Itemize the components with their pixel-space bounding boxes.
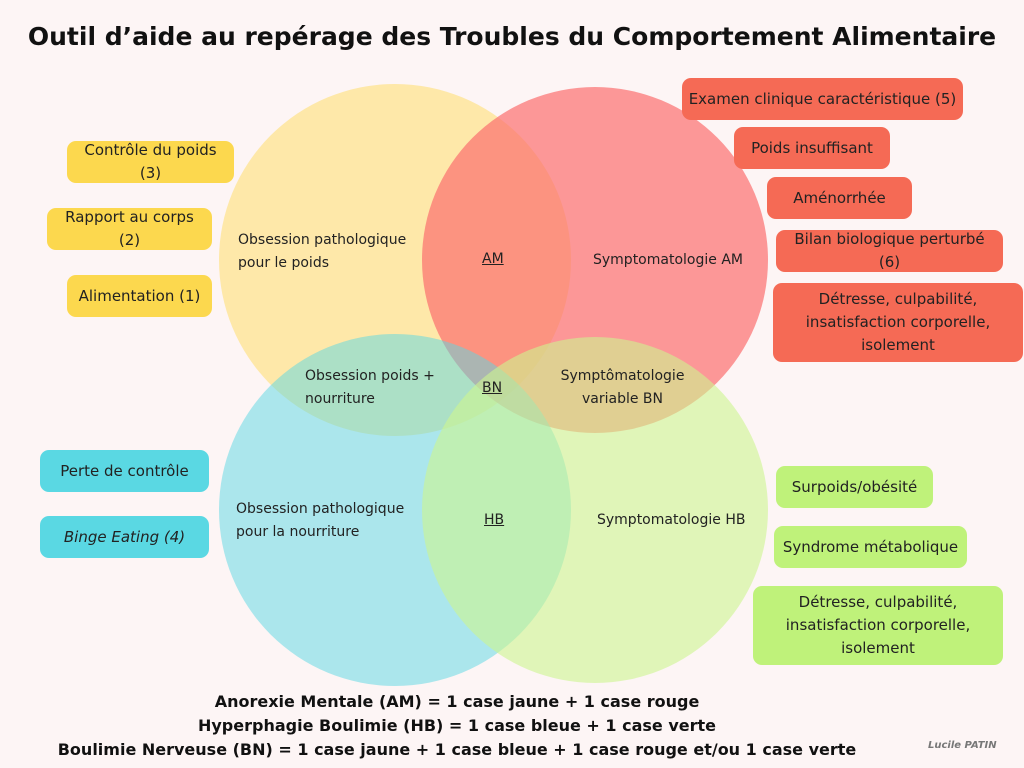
green-box-distress: Détresse, culpabilité, insatisfaction co…: [753, 586, 1003, 665]
am-label: AM: [482, 251, 504, 267]
bn-label: BN: [482, 380, 503, 396]
yellow-blue-label: Obsession poids + nourriture: [305, 368, 435, 407]
hb-label: HB: [484, 512, 505, 528]
blue-box-loss-of-control: Perte de contrôle: [40, 450, 209, 492]
green-circle: [422, 337, 768, 683]
blue-box-binge-eating: Binge Eating (4): [40, 516, 209, 558]
green-box-metabolic: Syndrome métabolique: [774, 526, 967, 568]
yellow-box-weight-control: Contrôle du poids (3): [67, 141, 234, 183]
red-box-clinical-exam: Examen clinique caractéristique (5): [682, 78, 963, 120]
red-box-amenorrhea: Aménorrhée: [767, 177, 912, 219]
legend-bn: Boulimie Nerveuse (BN) = 1 case jaune + …: [57, 740, 857, 759]
green-region-label: Symptomatologie HB: [597, 512, 746, 528]
red-box-bio: Bilan biologique perturbé (6): [776, 230, 1003, 272]
legend-hb: Hyperphagie Boulimie (HB) = 1 case bleue…: [197, 716, 716, 735]
legend: Anorexie Mentale (AM) = 1 case jaune + 1…: [0, 690, 1024, 762]
blue-region-label: Obsession pathologique pour la nourritur…: [236, 501, 405, 540]
red-box-distress: Détresse, culpabilité, insatisfaction co…: [773, 283, 1023, 362]
legend-am: Anorexie Mentale (AM) = 1 case jaune + 1…: [214, 692, 700, 711]
yellow-box-food: Alimentation (1): [67, 275, 212, 317]
yellow-box-body-relation: Rapport au corps (2): [47, 208, 212, 250]
red-region-label: Symptomatologie AM: [593, 252, 743, 268]
page-title: Outil d’aide au repérage des Troubles du…: [27, 22, 997, 51]
red-green-label: Symptômatologie variable BN: [560, 368, 685, 407]
red-circle: [422, 87, 768, 433]
yellow-region-label: Obsession pathologique pour le poids: [238, 232, 407, 271]
red-box-low-weight: Poids insuffisant: [734, 127, 890, 169]
signature: Lucile PATIN: [928, 740, 997, 751]
green-box-overweight: Surpoids/obésité: [776, 466, 933, 508]
